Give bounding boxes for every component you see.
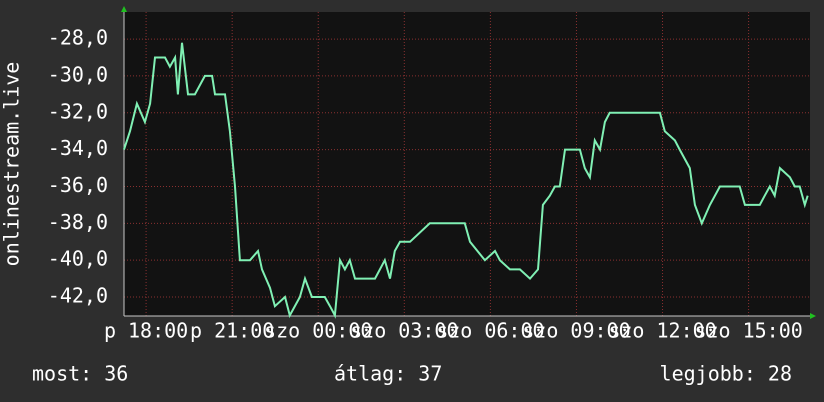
footer-average: átlag: 37 [334, 362, 442, 386]
y-axis-title: onlinestream.live [0, 62, 24, 267]
x-tick-label: szo 03:00 [350, 319, 458, 343]
footer-best: legjobb: 28 [660, 362, 792, 386]
y-tick-label: -36,0 [48, 173, 108, 197]
y-tick-label: -38,0 [48, 210, 108, 234]
plot-area [124, 12, 810, 316]
x-tick-label: szo 15:00 [694, 319, 802, 343]
x-tick-label: p 18:00 [104, 319, 188, 343]
y-tick-label: -34,0 [48, 136, 108, 160]
y-tick-label: -42,0 [48, 284, 108, 308]
x-tick-label: szo 00:00 [264, 319, 372, 343]
x-axis-arrow [810, 313, 816, 319]
y-tick-label: -40,0 [48, 247, 108, 271]
y-tick-label: -30,0 [48, 62, 108, 86]
x-tick-label: szo 09:00 [522, 319, 630, 343]
x-tick-label: p 21:00 [190, 319, 274, 343]
data-line [123, 42, 809, 319]
footer-current: most: 36 [32, 362, 128, 386]
x-tick-label: szo 06:00 [436, 319, 544, 343]
plot: -42,0 -40,0 -38,0 -36,0 -34,0 -32,0 -30,0 -28,0… [48, 12, 810, 343]
x-tick-label: szo 12:00 [608, 319, 716, 343]
y-tick-label: -28,0 [48, 26, 108, 50]
y-axis-arrow [121, 6, 127, 12]
y-tick-label: -32,0 [48, 99, 108, 123]
